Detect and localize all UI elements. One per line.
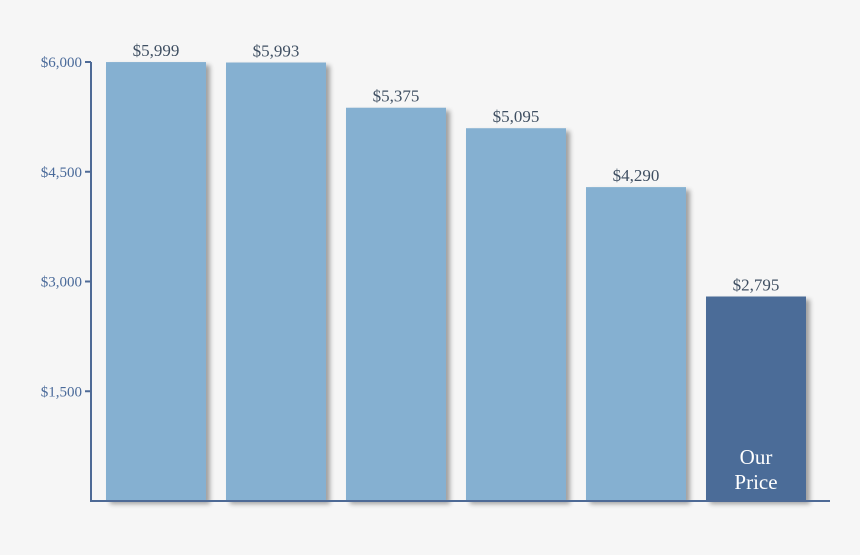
y-tick-label: $3,000 [41, 275, 82, 291]
y-tick-label: $1,500 [41, 384, 82, 400]
y-axis-ticks: $1,500 $3,000 $4,500 $6,000 [41, 55, 91, 400]
y-tick-label: $6,000 [41, 55, 82, 71]
our-price-label: Our [740, 445, 773, 469]
bar-group: $5,999 $5,993 $5,375 $5,095 $4,290 $2,795 OurP… [106, 41, 806, 502]
bar-5 [586, 187, 686, 502]
y-tick-label: $4,500 [41, 165, 82, 181]
bar-value-label: $5,375 [373, 87, 420, 106]
bar-value-label: $2,795 [733, 275, 780, 294]
bar-3 [346, 107, 446, 502]
bar-our-price [706, 296, 806, 501]
our-price-label: Price [734, 470, 777, 494]
bar-4 [466, 128, 566, 502]
bar-1 [106, 62, 206, 501]
bar-value-label: $5,999 [133, 41, 180, 60]
bar-value-label: $4,290 [613, 166, 660, 185]
bar-2 [226, 62, 326, 501]
bar-value-label: $5,993 [253, 42, 300, 61]
bar-value-label: $5,095 [493, 107, 540, 126]
